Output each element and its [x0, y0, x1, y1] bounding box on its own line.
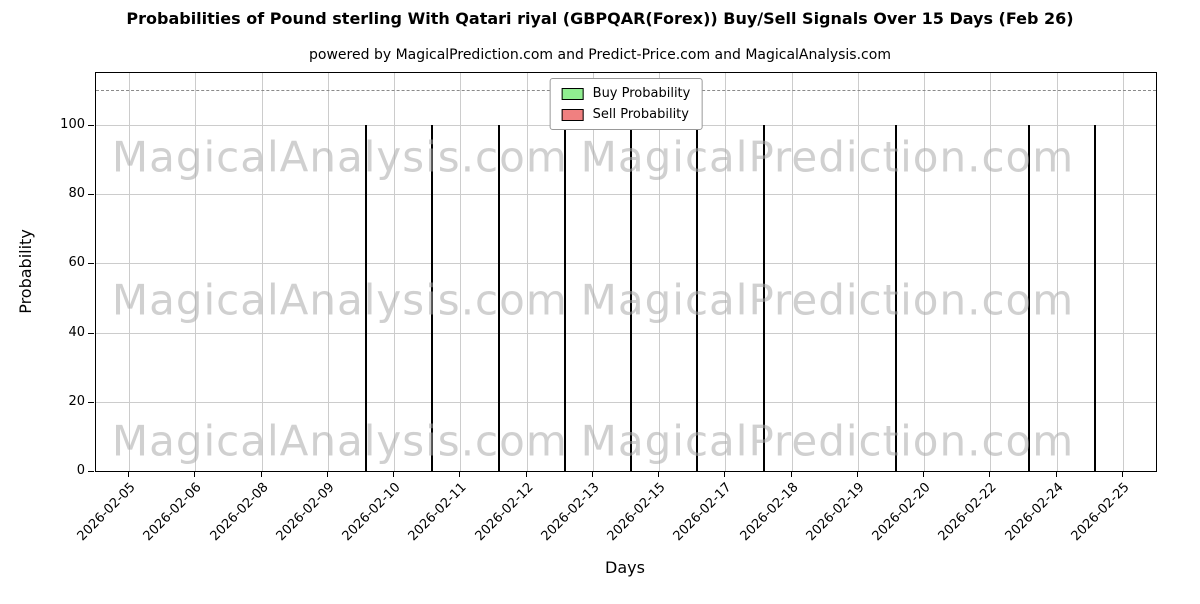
- x-tick-label: 2026-02-08: [207, 480, 272, 545]
- x-tick-mark: [525, 472, 527, 477]
- y-tick-label: 100: [60, 116, 85, 132]
- y-tick-label: 60: [68, 255, 85, 271]
- y-tick-mark: [88, 332, 94, 334]
- x-tick-label: 2026-02-19: [803, 480, 868, 545]
- watermark-left: MagicalAnalysis.com: [111, 132, 568, 182]
- x-tick-label: 2026-02-05: [74, 480, 139, 545]
- x-gridline: [725, 73, 727, 471]
- x-gridline: [526, 73, 528, 471]
- sell-probability-swatch: [561, 108, 584, 121]
- bar-buy-probability-2026-02-10: [365, 124, 368, 471]
- x-gridline: [129, 73, 131, 471]
- x-tick-mark: [923, 472, 925, 477]
- bar-buy-probability-2026-02-18: [762, 124, 765, 471]
- y-tick-label: 20: [68, 393, 85, 409]
- x-tick-mark: [459, 472, 461, 477]
- x-tick-label: 2026-02-18: [737, 480, 802, 545]
- x-gridline: [327, 73, 329, 471]
- x-tick-mark: [856, 472, 858, 477]
- y-gridline: [96, 263, 1156, 265]
- y-tick-label: 80: [68, 186, 85, 202]
- x-tick-mark: [128, 472, 130, 477]
- x-tick-label: 2026-02-17: [670, 480, 735, 545]
- x-tick-mark: [658, 472, 660, 477]
- x-gridline: [592, 73, 594, 471]
- legend: Buy Probability Sell Probability: [549, 78, 703, 130]
- watermark-left: MagicalAnalysis.com: [111, 416, 568, 466]
- x-gridline: [195, 73, 197, 471]
- watermark-right: MagicalPrediction.com: [580, 416, 1075, 466]
- x-tick-mark: [724, 472, 726, 477]
- x-tick-mark: [591, 472, 593, 477]
- y-tick-mark: [88, 401, 94, 403]
- watermark-left: MagicalAnalysis.com: [111, 275, 568, 325]
- x-tick-mark: [393, 472, 395, 477]
- x-gridline: [1122, 73, 1124, 471]
- x-tick-label: 2026-02-09: [273, 480, 338, 545]
- watermark-right: MagicalPrediction.com: [580, 132, 1075, 182]
- x-tick-label: 2026-02-06: [140, 480, 205, 545]
- x-tick-label: 2026-02-15: [604, 480, 669, 545]
- x-tick-mark: [1121, 472, 1123, 477]
- x-tick-label: 2026-02-11: [405, 480, 470, 545]
- x-tick-label: 2026-02-12: [472, 480, 537, 545]
- watermark-right: MagicalPrediction.com: [580, 275, 1075, 325]
- legend-label: Buy Probability: [592, 86, 691, 101]
- bar-buy-probability-2026-02-11: [431, 124, 434, 471]
- x-gridline: [990, 73, 992, 471]
- y-tick-mark: [88, 471, 94, 472]
- x-tick-label: 2026-02-24: [1002, 480, 1067, 545]
- chart-subtitle: powered by MagicalPrediction.com and Pre…: [309, 47, 891, 63]
- x-tick-mark: [260, 472, 262, 477]
- legend-item: Buy Probability: [561, 86, 691, 101]
- x-tick-label: 2026-02-10: [339, 480, 404, 545]
- x-tick-mark: [989, 472, 991, 477]
- x-gridline: [857, 73, 859, 471]
- y-tick-mark: [88, 124, 94, 126]
- x-tick-mark: [194, 472, 196, 477]
- x-tick-mark: [790, 472, 792, 477]
- x-gridline: [261, 73, 263, 471]
- y-tick-mark: [88, 194, 94, 196]
- legend-label: Sell Probability: [592, 107, 689, 122]
- bar-buy-probability-2026-02-12: [497, 124, 500, 471]
- y-tick-label: 0: [76, 463, 85, 478]
- buy-probability-swatch: [561, 87, 584, 100]
- y-gridline: [96, 194, 1156, 196]
- bar-buy-probability-2026-02-20: [895, 124, 898, 471]
- bar-buy-probability-2026-02-24: [1027, 124, 1030, 471]
- x-tick-label: 2026-02-25: [1068, 480, 1133, 545]
- y-tick-mark: [88, 263, 94, 265]
- x-tick-label: 2026-02-22: [935, 480, 1000, 545]
- x-gridline: [394, 73, 396, 471]
- chart-title: Probabilities of Pound sterling With Qat…: [126, 9, 1074, 28]
- x-gridline: [1056, 73, 1058, 471]
- x-tick-mark: [1055, 472, 1057, 477]
- bar-sell-probability-2026-02-25: [1093, 124, 1096, 471]
- y-gridline: [96, 401, 1156, 403]
- legend-item: Sell Probability: [561, 107, 691, 122]
- x-gridline: [659, 73, 661, 471]
- y-tick-label: 40: [68, 324, 85, 340]
- x-tick-label: 2026-02-20: [869, 480, 934, 545]
- x-gridline: [791, 73, 793, 471]
- x-gridline: [460, 73, 462, 471]
- plot-area: MagicalAnalysis.com MagicalPrediction.com…: [95, 72, 1157, 472]
- x-tick-label: 2026-02-13: [538, 480, 603, 545]
- x-gridline: [924, 73, 926, 471]
- x-tick-mark: [326, 472, 328, 477]
- x-axis-label: Days: [605, 558, 645, 577]
- y-axis-label: Probability: [15, 228, 35, 314]
- y-gridline: [96, 332, 1156, 334]
